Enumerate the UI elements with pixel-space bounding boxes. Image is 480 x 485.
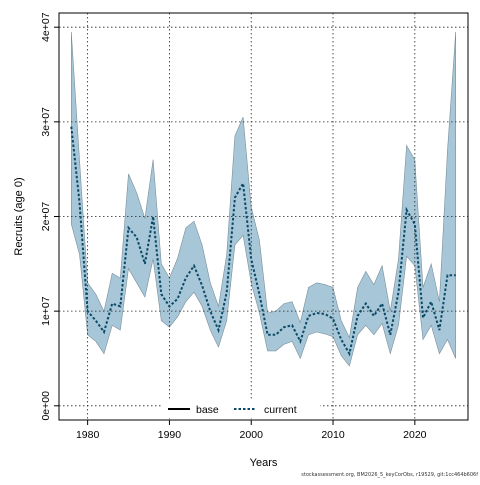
grid-layer: [59, 13, 468, 420]
confidence-band-layer: [71, 31, 456, 367]
y-tick-label: 0e+00: [40, 391, 52, 421]
x-tick-label: 1990: [158, 429, 182, 441]
legend: base current: [162, 400, 320, 418]
axis-layer: 1980 1990 2000 2010 2020 0e+00 1e+07 2e+07 3e+07…: [40, 12, 427, 441]
legend-label-base: base: [196, 404, 219, 416]
series-line-layer: [70, 126, 456, 357]
y-tick-label: 3e+07: [40, 107, 52, 137]
legend-label-current: current: [264, 404, 297, 416]
x-axis-title: Years: [250, 457, 278, 469]
series-line-current: [70, 126, 456, 357]
y-axis-title: Recruits (age 0): [13, 177, 25, 255]
y-tick-label: 1e+07: [40, 296, 52, 326]
y-tick-label: 4e+07: [40, 12, 52, 42]
y-tick-label: 2e+07: [40, 202, 52, 232]
x-tick-label: 2020: [403, 429, 427, 441]
x-tick-label: 1980: [76, 429, 100, 441]
x-tick-label: 2010: [321, 429, 345, 441]
x-tick-label: 2000: [240, 429, 264, 441]
source-footnote: stockassessment.org, BM2026_5_keyCorObs,…: [301, 472, 478, 478]
confidence-band: [71, 31, 456, 367]
